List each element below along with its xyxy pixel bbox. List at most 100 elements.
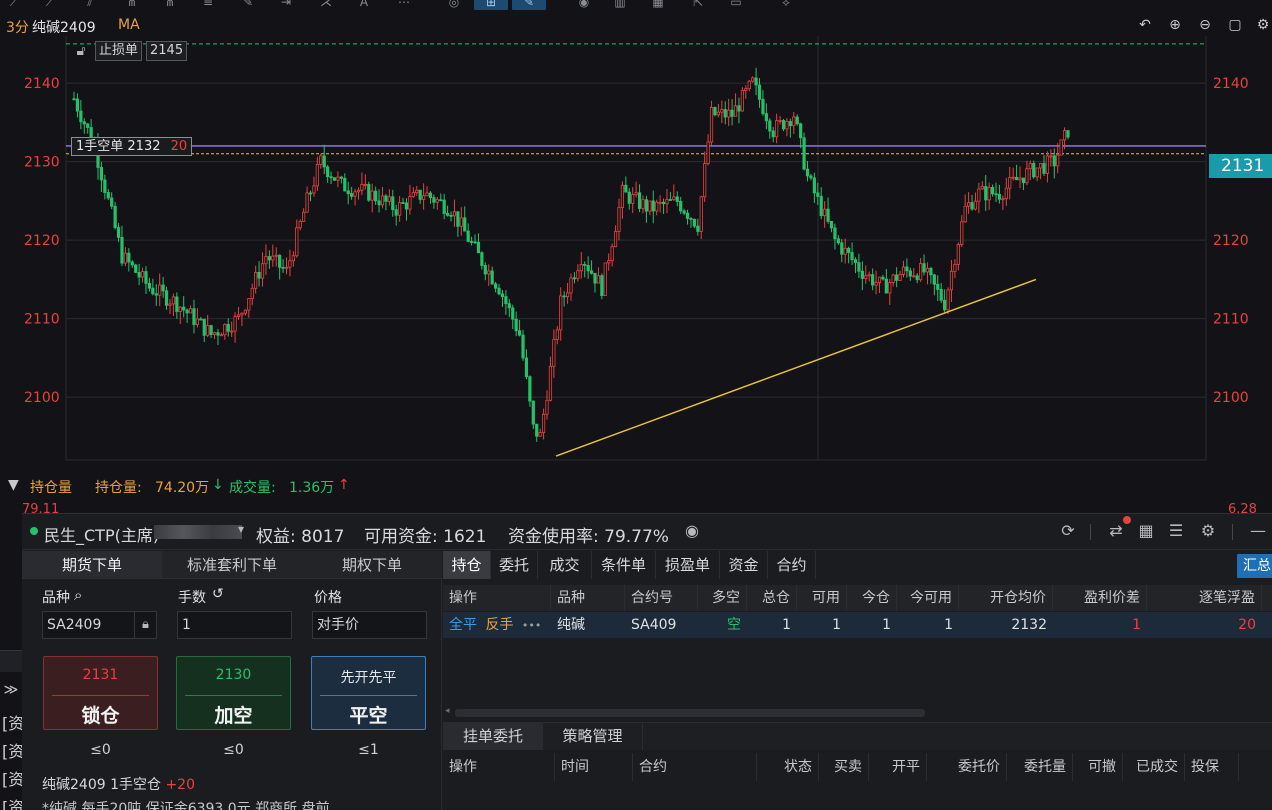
zoom-in-icon[interactable]: ⊕ [1169,17,1181,33]
candle-down [521,334,525,359]
tab-conditional-orders[interactable]: 条件单 [592,551,656,579]
candle-down [637,192,642,209]
stop-loss-tag[interactable]: 止损单 [95,41,143,61]
eye-icon[interactable]: ◉ [685,521,699,540]
hline-tool-icon[interactable]: ≡ [202,0,214,9]
col-buy-sell: 买卖 [819,753,869,781]
qty-reset-icon[interactable]: ↺ [212,586,224,602]
undo-icon[interactable]: ↶ [1139,17,1151,33]
left-side-panel: ≫ [资 [资 [资 [资 [0,650,24,810]
transfer-icon[interactable]: ⇄ [1109,521,1123,540]
price-input[interactable]: 对手价 [312,611,427,639]
close-short-button[interactable]: 先开先平 平空 [311,656,426,730]
zoom-out-icon[interactable]: ⊖ [1199,17,1211,33]
stop-loss-lock-icon[interactable]: 🔓︎ [76,43,86,59]
channel-tool-icon[interactable]: ⫽ [87,0,93,9]
candle-up [548,365,553,401]
lock-position-button[interactable]: 2131 锁仓 [43,656,158,730]
candle-up [792,116,796,127]
candle-up [123,252,128,264]
tab-contracts[interactable]: 合约 [768,551,816,579]
tab-strategy[interactable]: 策略管理 [543,722,643,750]
horizontal-scrollbar[interactable] [455,709,925,717]
text-tool-icon[interactable]: A [359,0,369,9]
tab-pending-orders[interactable]: 挂单委托 [443,722,543,750]
candle-down [404,202,409,210]
candle-down [1066,130,1070,138]
tab-option-order[interactable]: 期权下单 [302,551,442,579]
more-actions-icon[interactable]: ••• [521,619,542,632]
chart-canvas[interactable]: 2140214021302130212021202110211021002100 [0,36,1272,466]
candle-up [168,303,172,306]
collapse-icon[interactable]: ▼ [8,477,19,493]
tab-orders[interactable]: 委托 [491,551,538,579]
pitchfork-tool-icon[interactable]: ⋌ [320,0,332,9]
summary-button[interactable]: 汇总 [1237,554,1272,578]
tab-trades[interactable]: 成交 [538,551,592,579]
timeframe-label[interactable]: 3分 [6,20,29,36]
candle-down [134,264,138,273]
divider [185,695,282,696]
position-order-tag[interactable]: 1手空单 2132 20 [71,137,193,156]
stop-loss-price-tag[interactable]: 2145 [146,41,188,61]
tab-stop-orders[interactable]: 损盈单 [656,551,720,579]
symbol-label[interactable]: 纯碱2409 [32,20,96,36]
more-tools-icon[interactable]: ⋯ [398,0,410,9]
brush-tool-icon[interactable]: ✎ [242,0,254,9]
refresh-icon[interactable]: ⟳ [1061,521,1075,540]
settings-tool-icon[interactable]: ⟡ [782,0,790,9]
symbol-input[interactable]: SA2409 [42,611,135,639]
candle-down [531,400,535,425]
lock-drawings-icon[interactable]: ⊞ [474,0,508,10]
symbol-search-icon[interactable]: ⌕ [74,586,83,604]
bars-tool-icon[interactable]: ⋔ [164,0,176,9]
minimize-icon[interactable]: — [1250,521,1266,540]
qty-input[interactable]: 1 [177,611,292,639]
export-icon[interactable]: ⇱ [692,0,704,9]
broker-label[interactable]: 民生_CTP(主席) [44,526,160,545]
tab-arbitrage-order[interactable]: 标准套利下单 [162,551,302,579]
candle-up [877,276,882,283]
line-tool-icon[interactable]: ⟋ [9,0,19,9]
fib-tool-icon[interactable]: ⋔ [126,0,138,9]
candle-down [367,183,371,201]
position-summary-pnl: +20 [165,777,195,793]
table-row[interactable] [443,612,1272,638]
scroll-left-icon[interactable]: ◂ [445,706,450,716]
comment-icon[interactable]: ▭ [730,0,742,9]
magnet-icon[interactable]: ◎ [448,0,460,9]
candlestick-chart[interactable]: 2140214021302130212021202110211021002100… [0,36,1272,466]
candle-up [891,274,895,283]
oi-toggle-label[interactable]: 持仓量 [30,480,72,496]
candle-down [480,252,484,266]
eye-icon[interactable]: ◉ [578,0,590,9]
tab-positions[interactable]: 持仓 [443,551,491,579]
fullscreen-icon[interactable]: ▢ [1228,17,1242,33]
edit-drawings-icon[interactable]: ✎ [512,0,546,10]
settings-icon[interactable]: ⚙ [1200,521,1216,540]
delete-icon[interactable]: ▥ [614,0,626,9]
candle-up [778,120,782,122]
reverse-link[interactable]: 反手 [485,617,514,633]
indicator-label[interactable]: MA [118,17,140,33]
contract-info: *纯碱 每手20吨 保证金6393.0元 郑商所 盘前 [42,801,330,810]
close-all-link[interactable]: 全平 [449,617,477,633]
candle-down [990,187,995,195]
add-short-button[interactable]: 2130 加空 [176,656,291,730]
tab-funds[interactable]: 资金 [720,551,768,579]
candle-up [620,184,625,209]
calculator-icon[interactable]: ▦ [1138,521,1154,540]
user-list-icon[interactable]: ☰ [1168,521,1184,540]
candle-up [398,202,402,216]
account-dropdown-icon[interactable]: ▾ [238,522,245,536]
collapse-panel-icon[interactable]: ≫ [3,682,19,698]
settings-icon[interactable]: ⚙ [1256,17,1270,33]
ray-tool-icon[interactable]: ⟋ [45,0,55,9]
candle-down [394,209,398,216]
candle-down [175,296,179,312]
measure-tool-icon[interactable]: ⇥ [280,0,292,9]
symbol-lock-icon[interactable]: 🔒︎ [135,611,157,639]
candle-down [432,197,436,203]
tab-futures-order[interactable]: 期货下单 [22,551,162,579]
layout-icon[interactable]: ▦ [652,0,664,9]
